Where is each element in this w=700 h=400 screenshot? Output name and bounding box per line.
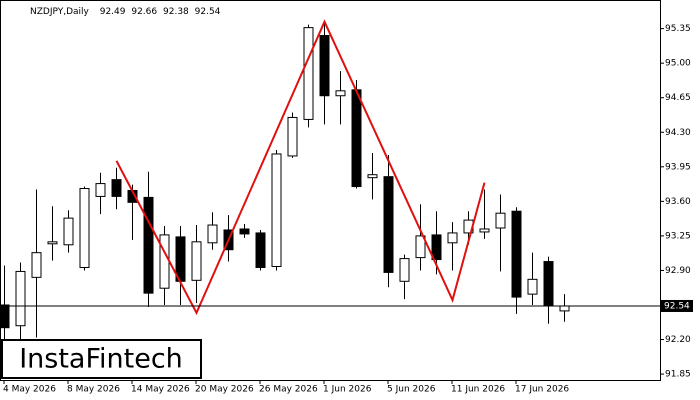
chart-header: NZDJPY,Daily 92.49 92.66 92.38 92.54 <box>30 7 221 17</box>
x-tick-label: 14 May 2026 <box>131 385 190 395</box>
y-tick-label: 95.35 <box>665 24 691 34</box>
candle-body <box>351 89 362 188</box>
candle-body <box>319 35 330 97</box>
candle-body <box>95 183 106 197</box>
x-tick-label: 26 May 2026 <box>259 385 318 395</box>
logo-box <box>1 339 202 379</box>
candle-body <box>47 241 58 245</box>
x-tick-label: 1 Jun 2026 <box>323 385 372 395</box>
candle-body <box>159 234 170 289</box>
x-tick-label: 20 May 2026 <box>195 385 254 395</box>
y-tick-label: 92.90 <box>665 266 691 276</box>
candle-body <box>63 217 74 246</box>
candle-body <box>527 278 538 295</box>
logo: InstaFintech <box>1 339 202 379</box>
candle-body <box>479 228 490 233</box>
y-tick-label: 93.60 <box>665 197 691 207</box>
chart-title: NZDJPY,Daily <box>30 7 90 17</box>
header-open: 92.49 <box>100 7 126 17</box>
y-tick-label: 92.20 <box>665 335 691 345</box>
x-tick-label: 17 Jun 2026 <box>515 385 569 395</box>
candle-body <box>543 261 554 307</box>
x-tick-label: 4 May 2026 <box>3 385 56 395</box>
candle-body <box>0 304 10 329</box>
candle-body <box>431 234 442 261</box>
candle-body <box>15 270 26 327</box>
header-low: 92.38 <box>163 7 189 17</box>
candle-body <box>143 196 154 294</box>
logo-text: InstaFintech <box>19 344 183 375</box>
candle-body <box>335 90 346 97</box>
candle-body <box>367 174 378 179</box>
candle-body <box>79 188 90 268</box>
x-tick-label: 8 May 2026 <box>67 385 120 395</box>
header-high: 92.66 <box>131 7 157 17</box>
candle-body <box>415 235 426 259</box>
y-tick-label: 95.00 <box>665 59 691 69</box>
candle-body <box>31 252 42 278</box>
price-label-box <box>661 299 693 312</box>
candle-body <box>447 232 458 244</box>
pattern-line <box>115 19 486 316</box>
candle-body <box>383 176 394 273</box>
candle-body <box>399 258 410 282</box>
candle-body <box>271 153 282 267</box>
x-tick-label: 5 Jun 2026 <box>387 385 436 395</box>
candle-body <box>559 305 570 312</box>
candle-body <box>191 241 202 281</box>
candle-body <box>255 232 266 268</box>
candle-body <box>207 224 218 244</box>
candle-body <box>511 210 522 298</box>
y-tick-label: 93.25 <box>665 231 691 241</box>
y-tick-label: 91.85 <box>665 370 691 380</box>
y-tick-label: 93.95 <box>665 162 691 172</box>
plot-frame <box>0 0 661 381</box>
candle-body <box>287 116 298 157</box>
candle-body <box>495 212 506 229</box>
plot-area <box>0 19 664 375</box>
y-tick-label: 94.30 <box>665 128 691 138</box>
header-close: 92.54 <box>195 7 221 17</box>
y-tick-label: 94.65 <box>665 93 691 103</box>
candle-body <box>111 179 122 197</box>
candle-body <box>239 228 250 235</box>
x-tick-label: 11 Jun 2026 <box>451 385 505 395</box>
candle-body <box>303 27 314 120</box>
price-label: 92.54 <box>664 301 690 311</box>
